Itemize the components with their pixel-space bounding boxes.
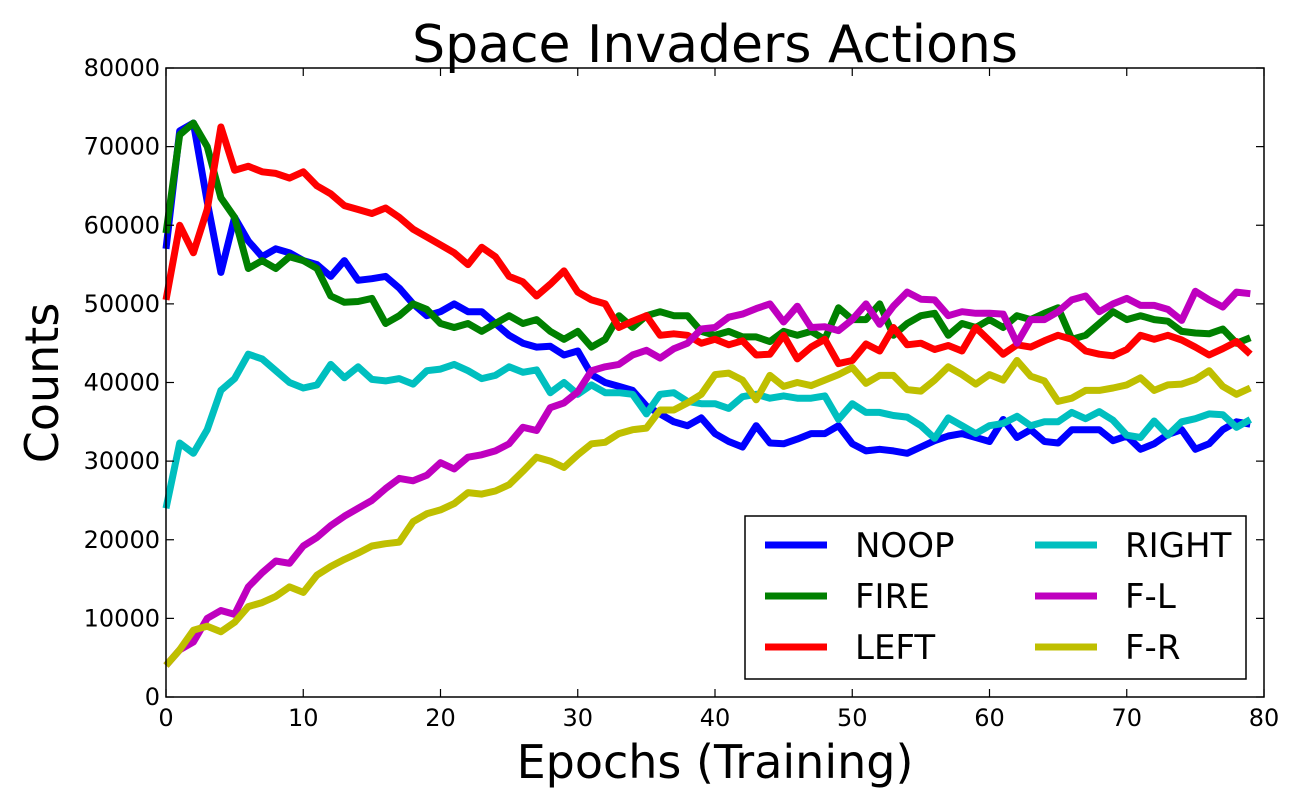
y-tick-label: 40000 [84,369,160,397]
legend-label-f-l: F-L [1125,577,1176,617]
y-tick-label: 20000 [84,526,160,554]
series-line-f-r [163,357,1252,668]
x-tick-label: 20 [425,704,456,732]
y-tick-label: 10000 [84,604,160,632]
legend-label-left: LEFT [855,628,935,668]
y-tick-label: 60000 [84,211,160,239]
x-tick-label: 40 [700,704,731,732]
x-tick-label: 80 [1249,704,1280,732]
x-tick-label: 60 [974,704,1005,732]
y-tick-label: 50000 [84,290,160,318]
y-axis-label: Counts [15,303,69,464]
y-tick-label: 80000 [84,54,160,82]
legend-label-noop: NOOP [855,526,954,566]
x-tick-label: 30 [562,704,593,732]
series-line-f-l [163,287,1251,668]
legend-label-f-r: F-R [1125,628,1180,668]
chart-title: Space Invaders Actions [412,15,1018,75]
series-line-fire [162,119,1252,351]
y-tick-label: 70000 [84,133,160,161]
legend-label-right: RIGHT [1125,526,1232,566]
series-line-right [162,350,1253,510]
series-line-noop [162,119,1251,457]
x-tick-label: 0 [158,704,173,732]
x-tick-label: 70 [1111,704,1142,732]
y-tick-label: 0 [145,683,160,711]
x-axis-label: Epochs (Training) [517,735,914,789]
legend-label-fire: FIRE [855,577,930,617]
legend-frame [744,515,1247,680]
series-layer [162,119,1253,668]
x-tick-label: 50 [837,704,868,732]
x-tick-label: 10 [288,704,319,732]
series-line-left [162,123,1253,368]
y-tick-label: 30000 [84,447,160,475]
ticks-layer: 0 10 20 30 40 50 60 70 80 0 10000 20000 30000 40000 50… [84,54,1280,732]
legend: NOOP FIRE LEFT RIGHT F-L F-R [744,515,1247,680]
